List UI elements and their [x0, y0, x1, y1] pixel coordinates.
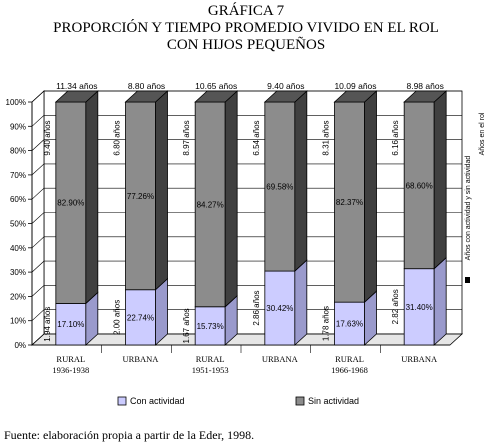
gridline	[31, 285, 462, 297]
data-label-con-actividad: 15.73%	[197, 322, 224, 331]
chart-title-line1: GRÁFICA 7	[207, 3, 285, 19]
years-label-sin-actividad: 6.54 años	[252, 120, 261, 155]
data-label-sin-actividad: 69.58%	[266, 183, 293, 192]
y-tick-label: 10%	[10, 317, 26, 326]
bar-sin-actividad	[334, 101, 365, 303]
data-label-con-actividad: 17.63%	[336, 320, 363, 329]
bar-con-actividad	[334, 301, 365, 346]
total-years-label: 8.98 años	[406, 81, 443, 91]
bar-con-actividad-side	[433, 256, 447, 346]
source-note: Fuente: elaboración propia a partir de l…	[4, 428, 255, 442]
chart-title-line2: PROPORCIÓN Y TIEMPO PROMEDIO VIVIDO EN E…	[53, 20, 439, 36]
data-label-con-actividad: 22.74%	[127, 313, 154, 322]
years-label-con-actividad: 1.94 años	[43, 307, 52, 342]
side-legend-swatch	[465, 277, 470, 283]
bar-sin-actividad-side	[364, 90, 377, 304]
y-tick-label: 60%	[10, 195, 26, 204]
category-label: URBANA	[123, 354, 160, 364]
bar-top	[124, 90, 169, 103]
years-label-con-actividad: 2.00 años	[113, 300, 122, 335]
data-label-con-actividad: 17.10%	[57, 320, 84, 329]
data-label-con-actividad: 30.42%	[266, 304, 293, 313]
bar-top	[194, 90, 239, 103]
category-label: RURAL	[196, 354, 225, 364]
category-label: URBANA	[262, 354, 299, 364]
legend-label-con-actividad: Con actividad	[130, 396, 185, 406]
bar-con-actividad-side	[294, 259, 308, 346]
category-sublabel: 1951-1953	[192, 365, 229, 375]
y-tick-label: 30%	[10, 268, 26, 277]
y-tick-label: 100%	[6, 98, 26, 107]
data-label-sin-actividad: 84.27%	[197, 200, 224, 209]
y-tick-label: 70%	[10, 171, 26, 180]
stacked-bar-chart: 0% 10% 20% 30% 40% 50% 60% 70% 80% 90% 100% 17.10% 8…	[6, 81, 486, 406]
total-years-label: 11.34 años	[56, 81, 97, 91]
chart-title-line3: CON HIJOS PEQUEÑOS	[166, 37, 326, 53]
years-label-con-actividad: 1.67 años	[182, 308, 191, 343]
legend-label-sin-actividad: Sin actividad	[308, 396, 359, 406]
data-label-sin-actividad: 82.90%	[57, 199, 84, 208]
y-tick-label: 40%	[10, 244, 26, 253]
years-label-sin-actividad: 8.31 años	[322, 120, 331, 155]
bar-top	[54, 90, 99, 103]
gridline	[31, 187, 462, 200]
data-label-sin-actividad: 82.37%	[336, 198, 363, 207]
bar-top	[403, 90, 448, 103]
total-years-label: 10.09 años	[334, 81, 376, 91]
gridline	[31, 309, 462, 321]
years-label-sin-actividad: 9.40 años	[43, 120, 52, 155]
years-label-sin-actividad: 8.97 años	[182, 120, 191, 155]
category-sublabel: 1936-1938	[52, 365, 89, 375]
bar-con-actividad	[264, 270, 296, 346]
y-tick-label: 20%	[10, 292, 26, 301]
category-label: URBANA	[401, 354, 438, 364]
bar-sin-actividad	[194, 101, 226, 308]
legend-swatch-sin-actividad	[295, 396, 305, 406]
gridline	[31, 115, 462, 127]
years-label-con-actividad: 1.78 años	[322, 306, 331, 341]
gridline	[31, 90, 462, 103]
years-label-sin-actividad: 6.80 años	[113, 120, 122, 155]
data-label-sin-actividad: 77.26%	[127, 192, 154, 201]
bar-sin-actividad	[125, 101, 156, 291]
bar-sin-actividad-side	[85, 90, 99, 305]
bar-sin-actividad-side	[294, 90, 308, 272]
y-tick-label: 50%	[10, 220, 26, 229]
category-label: RURAL	[56, 354, 85, 364]
bar-con-actividad-side	[155, 277, 168, 346]
bar-sin-actividad	[264, 101, 296, 272]
category-label: RURAL	[335, 354, 364, 364]
bar-sin-actividad-side	[155, 90, 168, 291]
y-tick-label: 90%	[10, 122, 26, 131]
gridline	[31, 236, 462, 249]
y-tick-label: 80%	[10, 147, 26, 156]
side-legend-years-in-role: Años en el rol	[479, 112, 486, 155]
gridline	[31, 212, 462, 224]
bar-con-actividad	[125, 289, 156, 346]
bar-top	[333, 90, 378, 103]
total-years-label: 9.40 años	[267, 81, 304, 91]
side-legend-years-activity: Años con actividad y sin actividad	[465, 156, 472, 261]
bar-sin-actividad-side	[433, 90, 447, 270]
category-sublabel: 1966-1968	[331, 365, 368, 375]
bar-con-actividad	[194, 306, 226, 346]
years-label-con-actividad: 2.82 años	[391, 289, 400, 324]
gridline	[31, 139, 462, 151]
y-tick-label: 0%	[14, 341, 26, 350]
years-label-con-actividad: 2.86 años	[252, 290, 261, 325]
years-label-sin-actividad: 6.16 años	[391, 120, 400, 155]
total-years-label: 10.65 años	[195, 81, 237, 91]
gridline	[31, 163, 462, 176]
gridline	[31, 333, 462, 346]
gridline	[31, 260, 462, 273]
data-label-sin-actividad: 68.60%	[406, 181, 433, 190]
data-label-con-actividad: 31.40%	[406, 303, 433, 312]
total-years-label: 8.80 años	[128, 81, 165, 91]
legend-swatch-con-actividad	[117, 396, 127, 406]
bar-top	[263, 90, 308, 103]
bar-sin-actividad-side	[224, 90, 238, 308]
